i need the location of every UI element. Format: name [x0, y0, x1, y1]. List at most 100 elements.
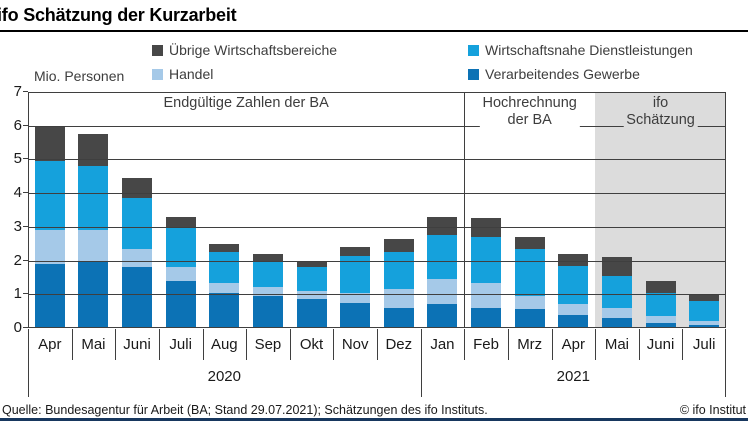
plot-left-border — [28, 92, 29, 328]
month-separator — [464, 329, 466, 360]
month-label: Mai — [81, 336, 106, 353]
year-label: 2021 — [556, 368, 590, 385]
bar-segment — [252, 260, 283, 287]
month-separator — [246, 329, 248, 360]
bar-segment — [471, 237, 502, 283]
bar-segment — [514, 295, 545, 310]
legend-item-gewerbe: Verarbeitendes Gewerbe — [468, 66, 640, 82]
axis-left-line — [28, 329, 29, 397]
month-label: Apr — [561, 336, 585, 353]
month-label: Jan — [430, 336, 455, 353]
gridline — [28, 92, 726, 93]
legend-label: Übrige Wirtschaftsbereiche — [169, 42, 338, 58]
bar-segment — [209, 243, 240, 253]
month-separator — [595, 329, 597, 360]
copyright-text: © ifo Institut — [679, 403, 746, 417]
y-axis-tick-label: 4 — [13, 184, 22, 202]
bar-segment — [165, 216, 196, 227]
month-label: Juli — [169, 336, 192, 353]
bar-segment — [601, 317, 632, 328]
month-label: Okt — [299, 336, 324, 353]
bar-segment — [601, 275, 632, 308]
plot-area: Endgültige Zahlen der BA Hochrechnung der… — [28, 92, 726, 328]
legend-label: Handel — [169, 66, 214, 82]
bar-segment — [558, 265, 589, 305]
bar-segment — [122, 267, 153, 328]
legend-swatch-dienstleistungen-icon — [468, 45, 479, 56]
y-axis-tick-mark — [23, 259, 28, 261]
month-label: Nov — [341, 336, 369, 353]
month-label: Juni — [646, 336, 675, 353]
month-label: Aug — [210, 336, 238, 353]
bar-segment — [252, 253, 283, 261]
month-separator — [507, 329, 509, 360]
legend-label: Verarbeitendes Gewerbe — [485, 66, 640, 82]
bar-segment — [383, 307, 414, 328]
bar-segment — [383, 238, 414, 253]
month-label: Mrz — [517, 336, 543, 353]
x-axis-month-row: Apr Mai Juni Juli Aug Sep Okt Nov Dez Jan Feb Mrz Ap… — [28, 328, 726, 361]
bar-segment — [122, 198, 153, 249]
section-label: ifo Schätzung — [623, 95, 698, 129]
month-separator — [333, 329, 335, 360]
legend-item-handel: Handel — [152, 66, 214, 82]
month-label: Juni — [123, 336, 151, 353]
bar-segment — [471, 307, 502, 328]
month-label: Feb — [473, 336, 499, 353]
month-separator — [377, 329, 378, 360]
section-label: Endgültige Zahlen der BA — [160, 95, 332, 112]
bar-segment — [514, 309, 545, 328]
legend-swatch-handel-icon — [152, 69, 163, 80]
y-axis-tick-label: 5 — [13, 150, 22, 168]
bar-segment — [427, 235, 458, 280]
bar-segment — [689, 294, 720, 302]
bar-segment — [78, 134, 109, 167]
y-axis-tick-label: 2 — [13, 251, 22, 269]
bar-segment — [514, 236, 545, 249]
gridline — [28, 193, 726, 195]
bar-segment — [689, 324, 720, 328]
y-axis-tick-label: 6 — [13, 116, 22, 134]
y-axis-tick-mark — [23, 327, 28, 328]
bar-segment — [78, 230, 109, 261]
year-label: 2020 — [207, 368, 241, 385]
bar-segment — [645, 280, 676, 293]
month-label: Mai — [604, 336, 630, 353]
gridline — [28, 294, 726, 296]
bar-segment — [558, 314, 589, 328]
bar-segment — [78, 166, 109, 231]
y-axis-tick-mark — [23, 91, 28, 92]
bar-segment — [209, 282, 240, 293]
plot-right-border — [725, 92, 726, 328]
x-axis-year-row: 2020 2021 — [28, 361, 726, 397]
month-separator — [202, 329, 204, 360]
month-separator — [638, 329, 640, 360]
bottom-brand-bar — [0, 418, 748, 421]
bar-segment — [645, 316, 676, 323]
bar-segment — [340, 302, 371, 328]
legend-swatch-gewerbe-icon — [468, 69, 479, 80]
bar-segment — [252, 295, 283, 328]
bar-segment — [296, 299, 327, 328]
legend-item-dienstleistungen: Wirtschaftsnahe Dienstleistungen — [468, 42, 693, 58]
bar-segment — [645, 292, 676, 317]
bar-segment — [165, 280, 196, 328]
bar-segment — [340, 255, 371, 293]
month-label: Apr — [38, 336, 62, 353]
page-title: ifo Schätzung der Kurzarbeit — [0, 5, 237, 25]
bar-segment — [601, 307, 632, 318]
bar-segment — [514, 248, 545, 296]
bar-segment — [383, 252, 414, 290]
y-axis-tick-mark — [23, 225, 28, 227]
bar-segment — [122, 248, 153, 268]
bar-segment — [165, 267, 196, 281]
bar-segment — [427, 279, 458, 305]
bar-segment — [383, 289, 414, 308]
month-label: Dez — [385, 336, 413, 353]
axis-right-line — [725, 329, 726, 397]
bar-segment — [34, 230, 65, 264]
month-separator — [551, 329, 553, 360]
bar-segment — [340, 247, 371, 256]
month-separator — [682, 329, 684, 360]
